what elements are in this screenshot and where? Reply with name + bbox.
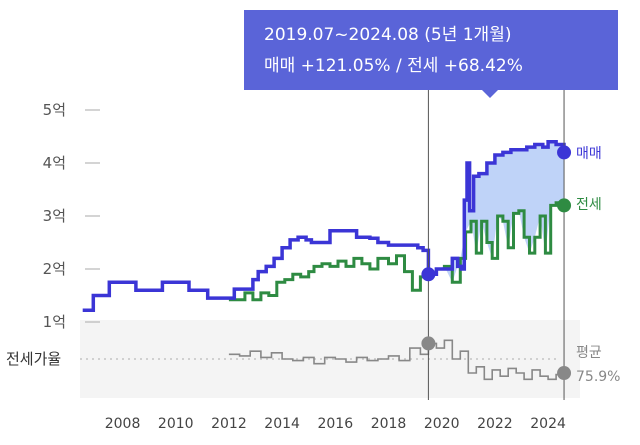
y-tick-label: 3억 [43,207,66,225]
series-ratio-line [228,339,565,381]
x-tick-label: 2024 [530,416,566,432]
y-tick-label: 1억 [43,313,66,331]
series-jeonse-line [228,201,566,302]
legend-jeonse-label: 전세 [576,197,602,213]
x-tick-label: 2020 [424,416,460,432]
x-tick-label: 2016 [317,416,353,432]
ratio-axis-label: 전세가율 [6,350,61,368]
sale-end-point [557,145,572,160]
y-tick-label: 5억 [43,101,66,119]
ratio-end-point [557,366,572,381]
x-axis-ticks: 2008 2010 2012 2014 2016 2018 2020 2022 2024 [105,416,566,432]
selection-markers[interactable] [421,90,572,400]
x-tick-label: 2008 [105,416,141,432]
tooltip-change: 매매 +121.05% / 전세 +68.42% [264,56,523,76]
jeonse-end-point [557,198,572,213]
ratio-average-label: 평균 [576,345,602,361]
tooltip-caret [482,90,498,98]
sale-start-point [421,267,436,282]
range-tooltip: 2019.07~2024.08 (5년 1개월) 매매 +121.05% / 전… [244,10,618,90]
ratio-panel-background [80,320,580,398]
x-tick-label: 2022 [477,416,513,432]
tooltip-period: 2019.07~2024.08 (5년 1개월) [264,25,512,45]
grid-lines [85,109,100,323]
x-tick-label: 2010 [158,416,194,432]
ratio-average-value: 75.9% [576,369,620,385]
series-sale-line [82,140,566,313]
y-tick-label: 4억 [43,154,66,172]
x-tick-label: 2018 [371,416,407,432]
y-tick-label: 2억 [43,260,66,278]
y-axis-ticks: 1억 2억 3억 4억 5억 [43,101,66,331]
x-tick-label: 2014 [264,416,300,432]
legend-sale-label: 매매 [576,146,602,162]
ratio-start-point [421,336,436,351]
x-tick-label: 2012 [211,416,247,432]
